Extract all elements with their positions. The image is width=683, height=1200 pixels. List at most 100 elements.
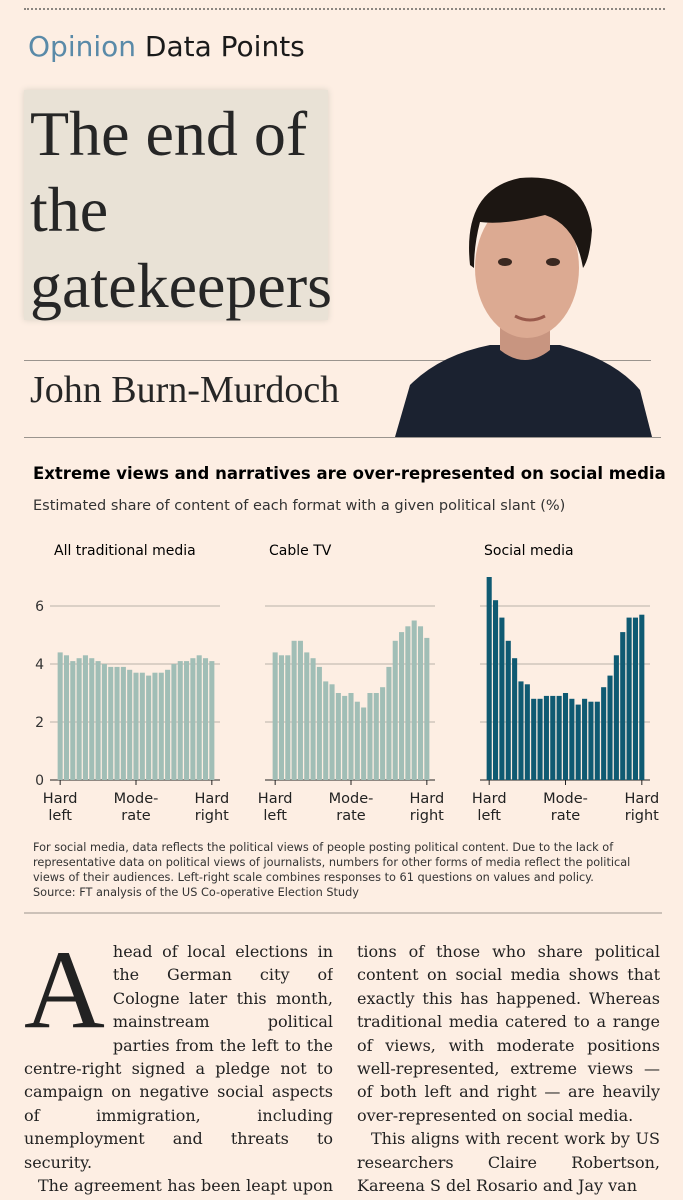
x-tick-label: Hard right bbox=[624, 791, 659, 824]
bar bbox=[543, 695, 549, 780]
bar bbox=[101, 664, 107, 780]
bar bbox=[342, 695, 348, 780]
bar bbox=[607, 675, 613, 780]
x-tick-label: Mode-rate bbox=[543, 791, 588, 824]
y-tick-label: 0 bbox=[35, 773, 44, 789]
bar bbox=[505, 640, 511, 780]
bar bbox=[386, 666, 392, 780]
paragraph: head of local elections in the German ci… bbox=[24, 942, 333, 1172]
bar bbox=[323, 681, 329, 780]
bar bbox=[569, 698, 575, 780]
bar bbox=[518, 681, 524, 780]
x-tick-label: Hard left bbox=[43, 791, 78, 824]
bar bbox=[89, 658, 95, 780]
bar bbox=[165, 669, 171, 780]
bar bbox=[367, 693, 373, 780]
source: Source: FT analysis of the US Co-operati… bbox=[33, 886, 359, 899]
figure-title: Extreme views and narratives are over-re… bbox=[33, 464, 666, 483]
panel-title: All traditional media bbox=[54, 543, 196, 559]
bar bbox=[399, 632, 405, 780]
bar bbox=[133, 672, 139, 780]
dotted-rule bbox=[24, 8, 665, 10]
bar bbox=[373, 693, 379, 780]
bar bbox=[202, 658, 209, 780]
bar bbox=[177, 661, 183, 780]
column-label: Data Points bbox=[144, 30, 305, 63]
bar bbox=[620, 632, 626, 780]
bar bbox=[95, 661, 101, 780]
bar bbox=[361, 707, 367, 780]
bar bbox=[70, 661, 76, 780]
bar bbox=[57, 652, 63, 780]
x-tick-label: Mode-rate bbox=[329, 791, 374, 824]
bar bbox=[316, 666, 322, 780]
bar bbox=[291, 640, 297, 780]
paragraph: The agreement has been leapt upon by pro… bbox=[24, 1176, 333, 1200]
article-column: tions of those who share political conte… bbox=[357, 940, 660, 1200]
bar bbox=[63, 655, 70, 780]
bar bbox=[310, 658, 316, 780]
bar bbox=[171, 664, 177, 780]
bar bbox=[562, 693, 569, 780]
bar bbox=[639, 614, 645, 780]
x-tick-label: Hard left bbox=[472, 791, 507, 824]
bar bbox=[588, 701, 594, 780]
bar bbox=[632, 617, 639, 780]
y-tick-label: 2 bbox=[35, 715, 44, 731]
bar bbox=[492, 600, 499, 780]
bar bbox=[297, 640, 303, 780]
bar bbox=[272, 652, 278, 780]
bar bbox=[190, 658, 196, 780]
bar bbox=[550, 695, 556, 780]
bar bbox=[582, 698, 588, 780]
bar bbox=[114, 666, 120, 780]
section-label[interactable]: Opinion bbox=[28, 30, 136, 63]
bar bbox=[537, 698, 543, 780]
header: Opinion Data Points bbox=[28, 30, 305, 63]
headline: The end of the gatekeepers bbox=[30, 98, 333, 321]
bar bbox=[304, 652, 310, 780]
figure-subtitle: Estimated share of content of each forma… bbox=[33, 498, 565, 514]
bar bbox=[392, 640, 398, 780]
y-tick-label: 4 bbox=[35, 657, 44, 673]
headline-box bbox=[24, 90, 328, 320]
drop-cap: A bbox=[24, 940, 105, 1052]
bar bbox=[82, 655, 88, 780]
bar bbox=[158, 672, 164, 780]
bar bbox=[329, 684, 335, 780]
bar bbox=[594, 701, 600, 780]
notes: For social media, data reflects the poli… bbox=[33, 841, 631, 884]
bar bbox=[601, 687, 607, 780]
bar bbox=[613, 655, 619, 780]
bar bbox=[146, 675, 152, 780]
x-tick-label: Hard right bbox=[194, 791, 229, 824]
bar bbox=[348, 693, 354, 780]
author: John Burn-Murdoch bbox=[30, 369, 340, 411]
x-tick-label: Hard left bbox=[258, 791, 293, 824]
figure-notes: For social media, data reflects the poli… bbox=[33, 840, 653, 900]
bar bbox=[139, 672, 145, 780]
bar bbox=[108, 666, 114, 780]
x-tick-label: Mode-rate bbox=[114, 791, 159, 824]
bar bbox=[626, 617, 632, 780]
paragraph: tions of those who share political conte… bbox=[357, 942, 660, 1125]
bar bbox=[575, 704, 581, 780]
bar bbox=[499, 617, 505, 780]
bar bbox=[417, 626, 424, 780]
bar bbox=[184, 661, 190, 780]
bar bbox=[556, 695, 562, 780]
bar bbox=[424, 637, 430, 780]
bar bbox=[196, 655, 202, 780]
bar bbox=[354, 701, 360, 780]
rule bbox=[24, 360, 651, 361]
bar bbox=[512, 658, 518, 780]
author-photo bbox=[395, 177, 652, 437]
paragraph: This aligns with recent work by US resea… bbox=[357, 1129, 660, 1196]
rule bbox=[24, 437, 661, 438]
bar bbox=[278, 655, 285, 780]
x-tick-label: Hard right bbox=[409, 791, 444, 824]
bar bbox=[405, 626, 411, 780]
